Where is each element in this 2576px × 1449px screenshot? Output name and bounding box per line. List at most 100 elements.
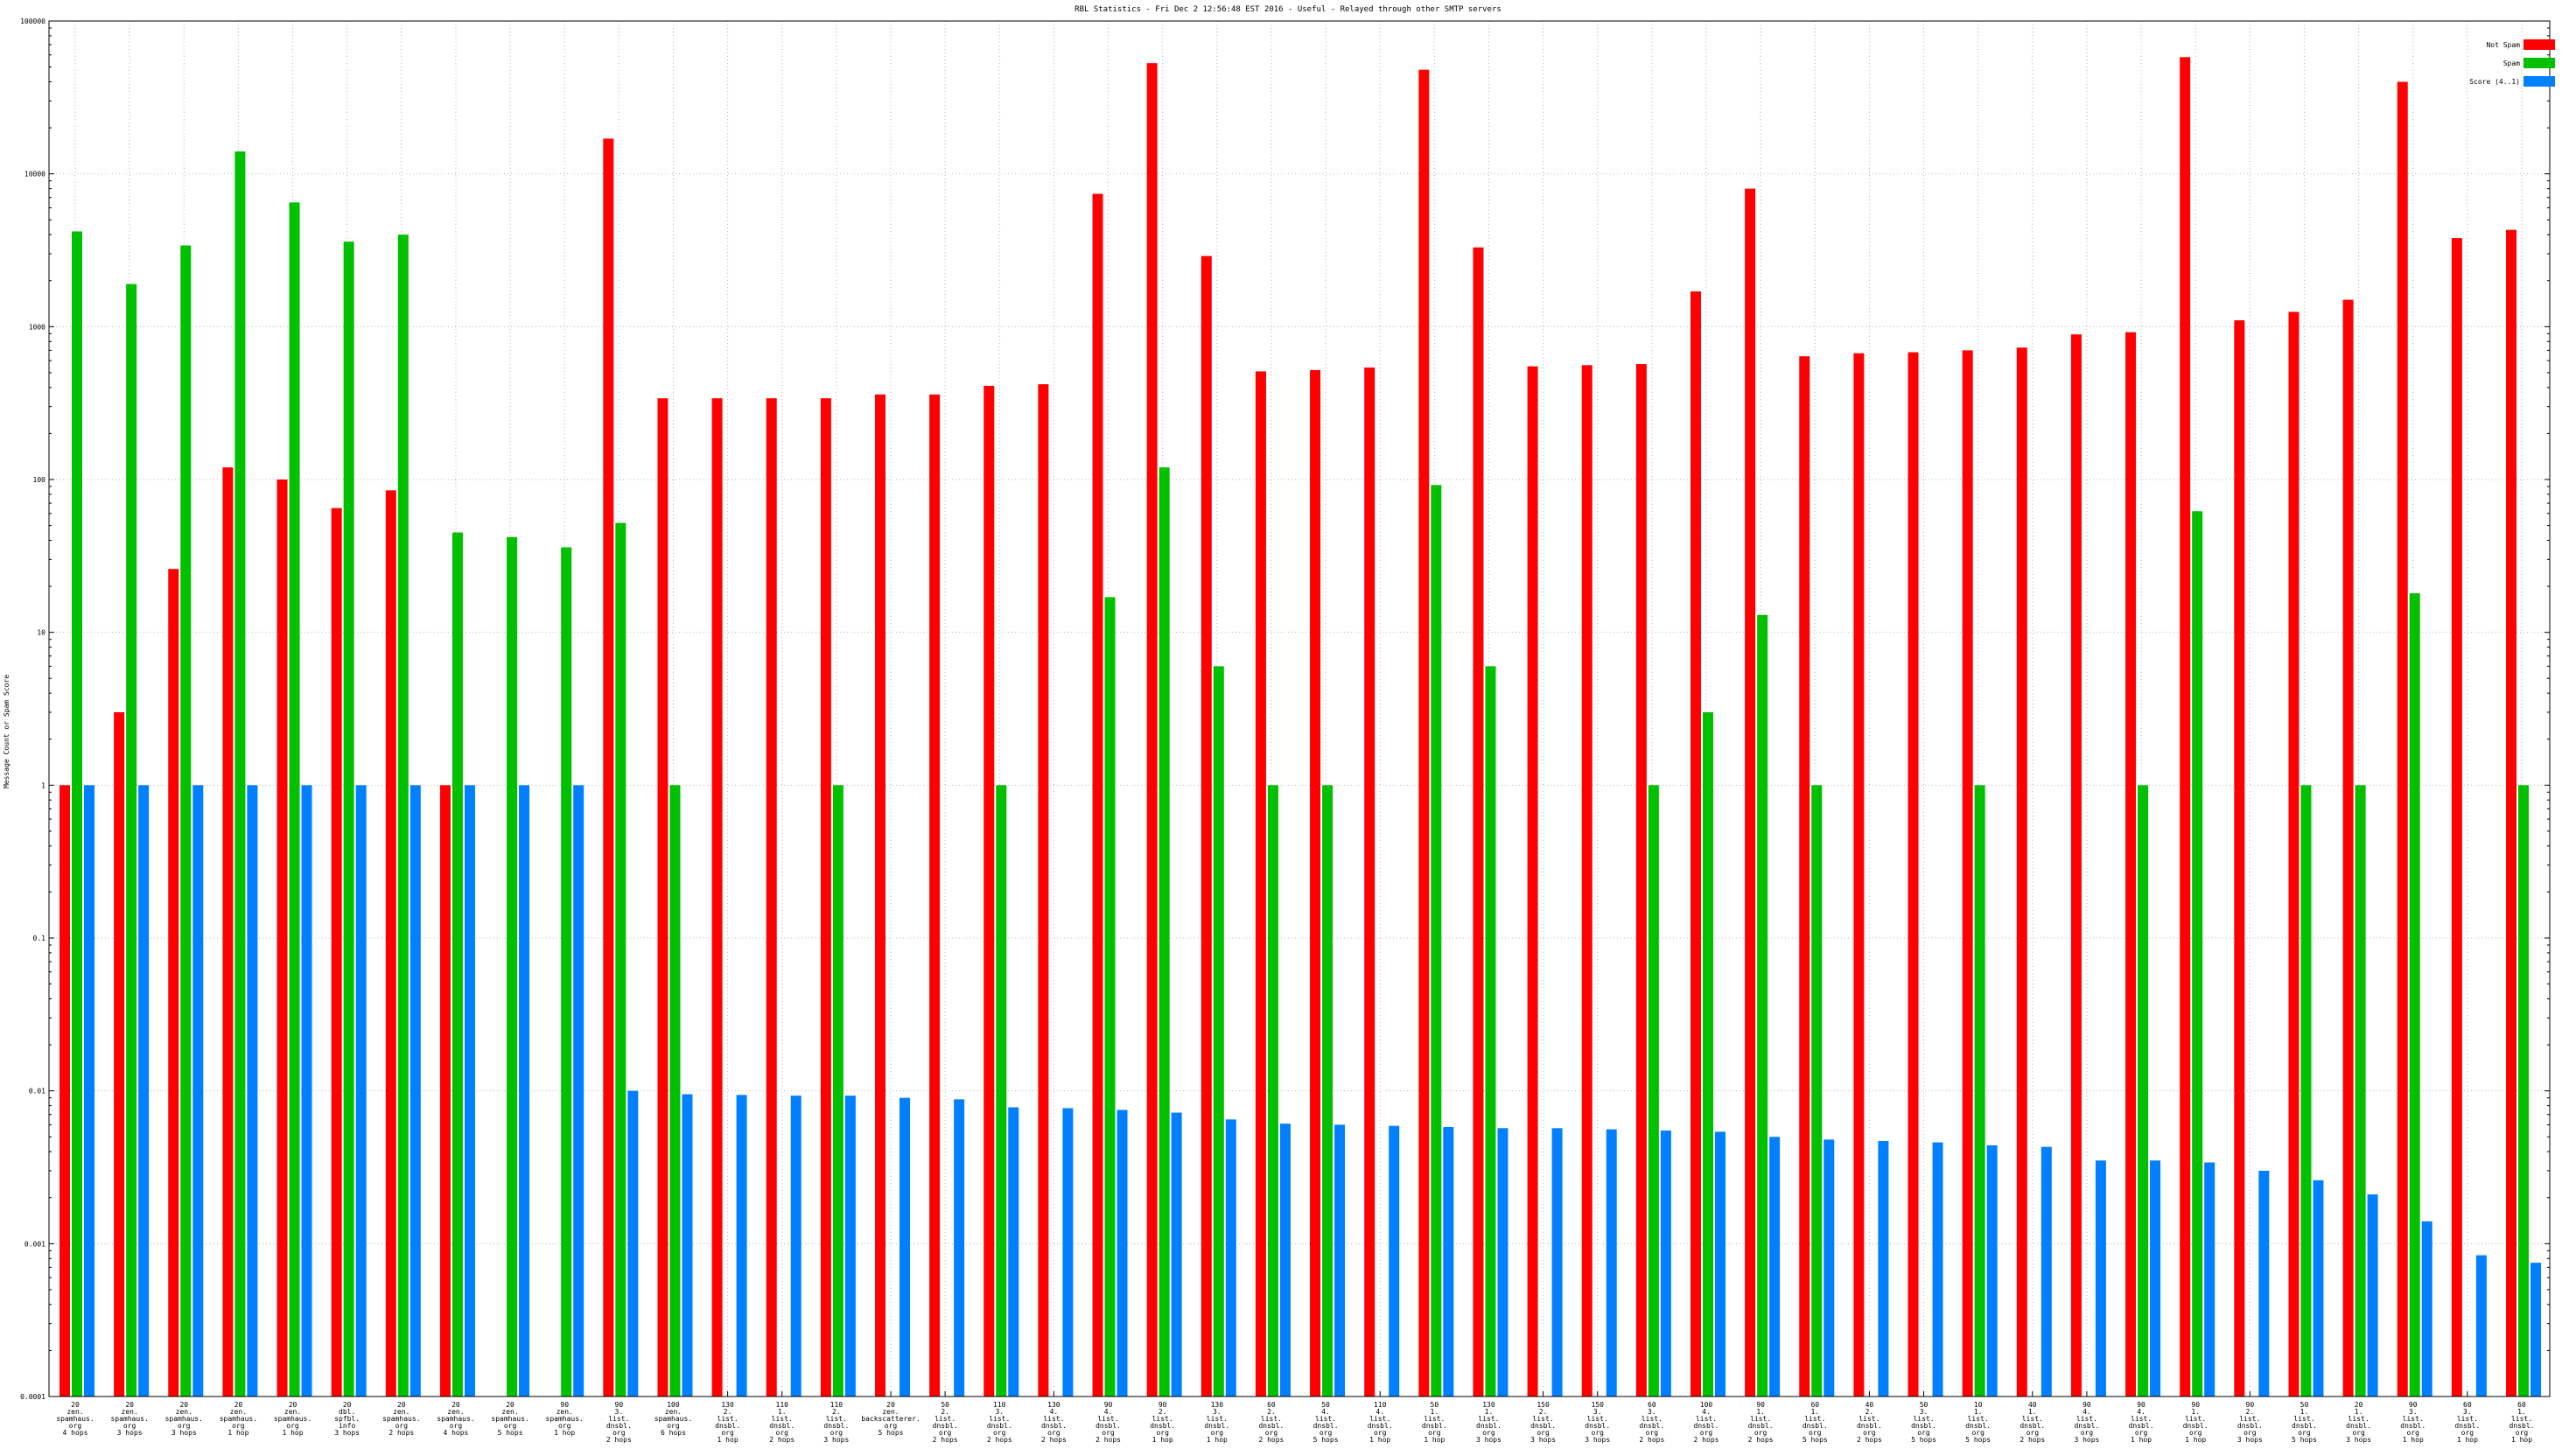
bar-spam (2355, 785, 2366, 1396)
bar-score-4-1 (627, 1090, 639, 1396)
bar-not-spam (657, 398, 668, 1396)
x-tick-label: 60 3. list. dnsbl. org 2 hops (1639, 1401, 1664, 1444)
x-tick-labels: 20 zen. spamhaus. org 4 hops 20 zen. spamhaus. o… (56, 1401, 2534, 1444)
bar-spam (1267, 785, 1278, 1396)
bar-score-4-1 (1715, 1131, 1726, 1396)
bar-score-4-1 (355, 785, 367, 1396)
bar-spam (561, 547, 572, 1396)
bar-score-4-1 (138, 785, 150, 1396)
bar-not-spam (2070, 334, 2082, 1396)
bar-score-4-1 (1878, 1140, 1889, 1396)
bar-score-4-1 (2150, 1160, 2161, 1396)
bar-not-spam (222, 467, 234, 1396)
bar-score-4-1 (1334, 1124, 1346, 1396)
bar-spam (1974, 785, 1985, 1396)
legend-swatch (2524, 39, 2555, 50)
bar-not-spam (1310, 369, 1321, 1396)
bar-spam (1322, 785, 1334, 1396)
bar-score-4-1 (1606, 1129, 1617, 1396)
bar-spam (1757, 614, 1768, 1396)
bar-not-spam (331, 508, 342, 1396)
bar-score-4-1 (1116, 1110, 1128, 1396)
x-tick-label: 110 3. list. dnsbl. org 2 hops (987, 1401, 1012, 1444)
bar-not-spam (1853, 353, 1865, 1396)
bar-spam (507, 536, 518, 1396)
bar-score-4-1 (1062, 1108, 1074, 1396)
x-tick-label: 20 zen. spamhaus. org 4 hops (437, 1401, 474, 1437)
bar-not-spam (820, 398, 831, 1396)
y-tick-label: 10000 (24, 171, 46, 178)
bar-spam (2192, 511, 2203, 1396)
bar-not-spam (766, 398, 777, 1396)
y-tick-label: 0.1 (33, 934, 46, 942)
bar-not-spam (276, 480, 288, 1396)
x-tick-label: 150 3. list. dnsbl. org 3 hops (1585, 1401, 1610, 1444)
bar-not-spam (875, 394, 886, 1396)
bar-not-spam (1635, 363, 1647, 1396)
bar-not-spam (711, 398, 723, 1396)
x-tick-label: 130 2. list. dnsbl. org 1 hop (715, 1401, 740, 1444)
bar-not-spam (439, 785, 451, 1396)
x-tick-label: 20 zen. spamhaus. org 1 hop (220, 1401, 257, 1437)
bar-not-spam (1745, 188, 1756, 1396)
bar-spam (2518, 785, 2529, 1396)
chart-title: RBL Statistics - Fri Dec 2 12:56:48 EST … (1074, 5, 1502, 14)
bar-score-4-1 (464, 785, 475, 1396)
bar-score-4-1 (736, 1095, 747, 1396)
y-tick-label: 1 (41, 781, 46, 789)
bar-spam (1104, 597, 1116, 1396)
bar-score-4-1 (1932, 1142, 1943, 1396)
bar-spam (234, 151, 246, 1397)
bar-not-spam (603, 138, 614, 1396)
x-tick-label: 60 3. list. dnsbl. org 1 hop (2454, 1401, 2480, 1444)
x-tick-label: 20 zen. spamhaus. org 3 hops (165, 1401, 203, 1437)
bar-score-4-1 (682, 1094, 693, 1396)
bar-not-spam (1962, 350, 1973, 1397)
bar-spam (2138, 785, 2149, 1396)
x-tick-label: 100 4. list. dnsbl. org 2 hops (1694, 1401, 1719, 1444)
bar-score-4-1 (1769, 1137, 1781, 1396)
legend-label: Spam (2503, 60, 2520, 67)
x-tick-label: 150 2. list. dnsbl. org 3 hops (1530, 1401, 1556, 1444)
y-tick-labels: 0.0001 0.001 0.01 0.1 1 10 100 1000 10000 100000 (20, 18, 46, 1401)
x-tick-label: 20 1. list. dnsbl. org 3 hops (2346, 1401, 2371, 1444)
bar-not-spam (2397, 81, 2408, 1397)
x-tick-label: 130 3. list. dnsbl. org 1 hop (1204, 1401, 1229, 1444)
x-tick-label: 40 2. list. dnsbl. org 2 hops (1857, 1401, 1882, 1444)
bar-not-spam (1038, 384, 1049, 1396)
bar-spam (669, 785, 681, 1396)
x-tick-label: 20 dbl. spfbl. info 3 hops (334, 1401, 360, 1437)
x-tick-label: 90 zen. spamhaus. org 1 hop (546, 1401, 584, 1437)
x-tick-label: 110 1. list. dnsbl. org 2 hops (769, 1401, 794, 1444)
x-tick-label: 90 1. list. dnsbl. org 1 hop (2183, 1401, 2208, 1444)
y-tick-label: 1000 (29, 323, 46, 331)
bar-score-4-1 (1389, 1125, 1400, 1396)
bar-not-spam (1799, 356, 1810, 1396)
bar-score-4-1 (2313, 1180, 2324, 1396)
y-tick-label: 100000 (20, 18, 46, 25)
bar-score-4-1 (1443, 1126, 1454, 1396)
bar-not-spam (929, 394, 941, 1396)
x-tick-label: 60 1. list. dnsbl. org 5 hops (1802, 1401, 1828, 1444)
x-tick-label: 40 1. list. dnsbl. org 2 hops (2020, 1401, 2045, 1444)
bar-score-4-1 (410, 785, 421, 1396)
bar-score-4-1 (1986, 1144, 1998, 1396)
x-tick-label: 130 4. list. dnsbl. org 2 hops (1041, 1401, 1067, 1444)
bar-not-spam (1146, 63, 1158, 1397)
legend-label: Score (4..1) (2469, 78, 2520, 86)
bar-spam (2300, 785, 2312, 1396)
bars-layer (60, 57, 2541, 1397)
legend-label: Not Spam (2486, 41, 2520, 49)
bar-score-4-1 (1279, 1124, 1291, 1396)
axes-layer (48, 20, 2551, 1397)
bar-not-spam (60, 785, 70, 1396)
x-tick-label: 20 zen. spamhaus. org 4 hops (56, 1401, 94, 1437)
y-tick-label: 0.0001 (20, 1393, 46, 1401)
bar-score-4-1 (2475, 1255, 2487, 1396)
x-tick-label: 20 zen. spamhaus. org 1 hop (274, 1401, 312, 1437)
bar-not-spam (1200, 256, 1212, 1396)
y-tick-label: 0.001 (24, 1240, 46, 1248)
bar-not-spam (984, 385, 995, 1397)
bar-score-4-1 (1171, 1112, 1182, 1396)
x-tick-label: 130 1. list. dnsbl. org 3 hops (1476, 1401, 1502, 1444)
